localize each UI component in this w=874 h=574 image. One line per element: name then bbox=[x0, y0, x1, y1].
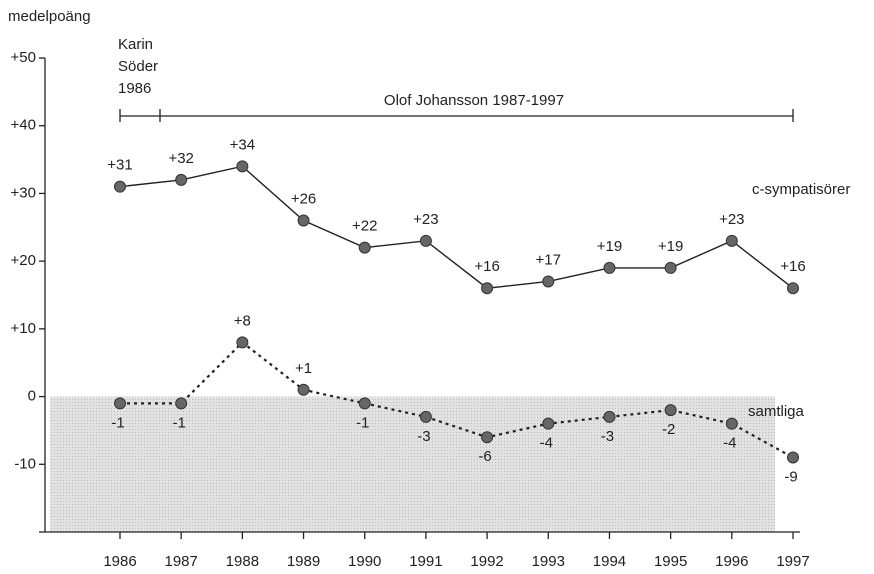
value-label: +34 bbox=[230, 136, 255, 153]
x-tick-label: 1994 bbox=[593, 553, 626, 570]
value-label: +16 bbox=[474, 258, 499, 275]
value-label: -3 bbox=[417, 428, 430, 445]
value-label: +16 bbox=[780, 258, 805, 275]
annotation: Söder bbox=[118, 58, 158, 75]
y-tick-label: +50 bbox=[11, 49, 36, 66]
data-point bbox=[542, 417, 555, 430]
value-label: +1 bbox=[295, 360, 312, 377]
data-point bbox=[175, 397, 188, 410]
data-point bbox=[297, 214, 310, 227]
y-tick-label: +10 bbox=[11, 320, 36, 337]
annotation: 1986 bbox=[118, 80, 151, 97]
value-label: -9 bbox=[784, 468, 797, 485]
y-tick-label: 0 bbox=[28, 388, 36, 405]
value-label: +17 bbox=[536, 251, 561, 268]
data-point bbox=[603, 410, 616, 423]
value-label: +19 bbox=[658, 238, 683, 255]
value-label: -6 bbox=[478, 448, 491, 465]
value-label: +32 bbox=[168, 150, 193, 167]
x-tick-label: 1987 bbox=[164, 553, 197, 570]
y-tick-label: +40 bbox=[11, 117, 36, 134]
data-point bbox=[297, 383, 310, 396]
series-line bbox=[120, 340, 794, 459]
value-label: -1 bbox=[111, 414, 124, 431]
value-label: -3 bbox=[601, 428, 614, 445]
series-label: c-sympatisörer bbox=[752, 181, 850, 198]
x-tick-label: 1989 bbox=[287, 553, 320, 570]
data-point bbox=[236, 160, 249, 173]
value-label: +31 bbox=[107, 157, 132, 174]
x-tick-label: 1986 bbox=[103, 553, 136, 570]
data-point bbox=[419, 410, 432, 423]
value-label: +26 bbox=[291, 190, 316, 207]
x-tick-label: 1993 bbox=[532, 553, 565, 570]
data-point bbox=[175, 173, 188, 186]
value-label: -4 bbox=[723, 435, 736, 452]
x-tick-label: 1995 bbox=[654, 553, 687, 570]
y-tick-label: -10 bbox=[14, 455, 36, 472]
data-point bbox=[664, 404, 677, 417]
value-label: -1 bbox=[356, 414, 369, 431]
x-tick-label: 1991 bbox=[409, 553, 442, 570]
x-tick-label: 1988 bbox=[226, 553, 259, 570]
data-point bbox=[481, 282, 494, 295]
y-tick-label: +30 bbox=[11, 184, 36, 201]
data-point bbox=[787, 282, 799, 295]
annotation: Olof Johansson 1987-1997 bbox=[384, 92, 564, 109]
data-point bbox=[419, 234, 432, 247]
series-label: samtliga bbox=[748, 403, 805, 420]
x-tick-label: 1992 bbox=[470, 553, 503, 570]
data-point bbox=[358, 241, 371, 254]
value-label: +23 bbox=[719, 211, 744, 228]
data-point bbox=[481, 431, 494, 444]
value-label: +19 bbox=[597, 238, 622, 255]
annotation: Karin bbox=[118, 36, 153, 53]
value-label: -1 bbox=[173, 414, 186, 431]
data-point bbox=[603, 261, 616, 274]
data-point bbox=[725, 234, 738, 247]
data-point bbox=[236, 336, 249, 349]
value-label: -4 bbox=[540, 435, 553, 452]
value-label: +8 bbox=[234, 312, 251, 329]
data-point bbox=[114, 397, 126, 410]
x-tick-label: 1996 bbox=[715, 553, 748, 570]
value-label: +22 bbox=[352, 218, 377, 235]
data-point bbox=[358, 397, 371, 410]
value-label: -2 bbox=[662, 421, 675, 438]
data-point bbox=[664, 261, 677, 274]
value-label: +23 bbox=[413, 211, 438, 228]
data-point bbox=[114, 180, 126, 193]
x-tick-label: 1997 bbox=[776, 553, 809, 570]
negative-zone bbox=[50, 396, 775, 532]
data-point bbox=[725, 417, 738, 430]
period-bracket bbox=[119, 109, 794, 122]
data-point bbox=[542, 275, 555, 288]
x-tick-label: 1990 bbox=[348, 553, 381, 570]
data-point bbox=[787, 451, 799, 464]
series-line bbox=[119, 165, 794, 289]
y-axis-label: medelpoäng bbox=[8, 8, 91, 25]
y-tick-label: +20 bbox=[11, 252, 36, 269]
